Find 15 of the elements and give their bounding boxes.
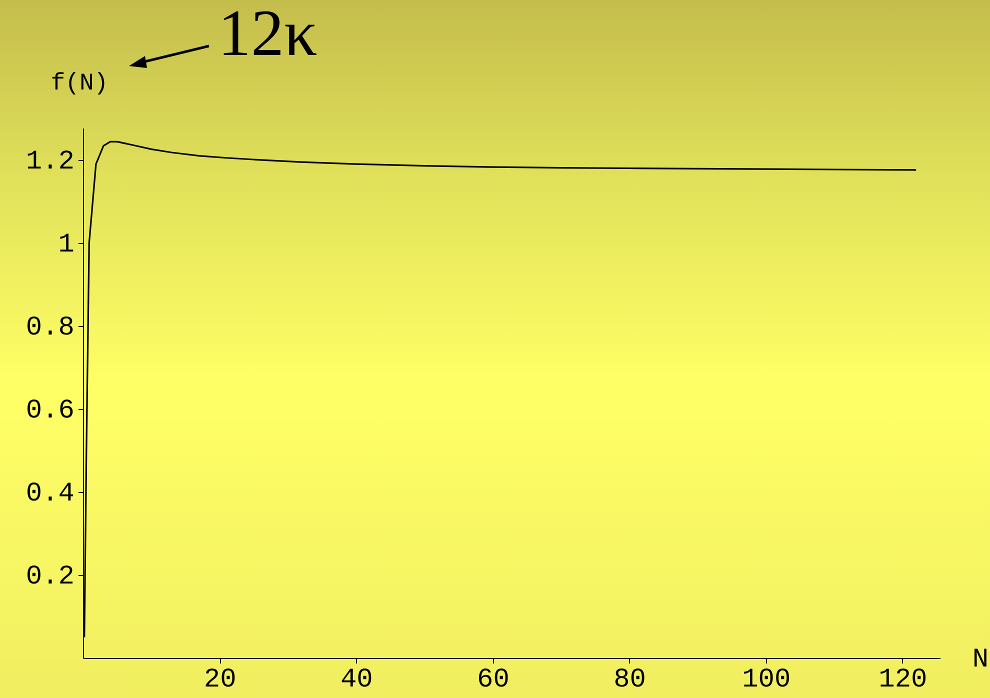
- y-axis-title: f(N): [50, 70, 108, 98]
- y-tick-label: 1: [58, 230, 74, 260]
- x-tick-label: 100: [742, 666, 791, 696]
- x-tick-label: 40: [340, 666, 373, 696]
- y-tick-label: 1.2: [26, 147, 74, 178]
- x-tick-label: 60: [477, 666, 510, 696]
- y-tick-label: 0.2: [26, 562, 74, 592]
- text: 12κ: [218, 0, 318, 72]
- x-tick-label: 20: [204, 666, 236, 696]
- y-tick-label: 0.4: [26, 479, 74, 510]
- x-tick-label: 120: [878, 666, 928, 696]
- y-tick-label: 0.6: [26, 396, 74, 426]
- y-tick-label: 0.8: [26, 313, 74, 344]
- x-axis-title: N: [972, 646, 989, 676]
- x-tick-label: 80: [614, 666, 646, 696]
